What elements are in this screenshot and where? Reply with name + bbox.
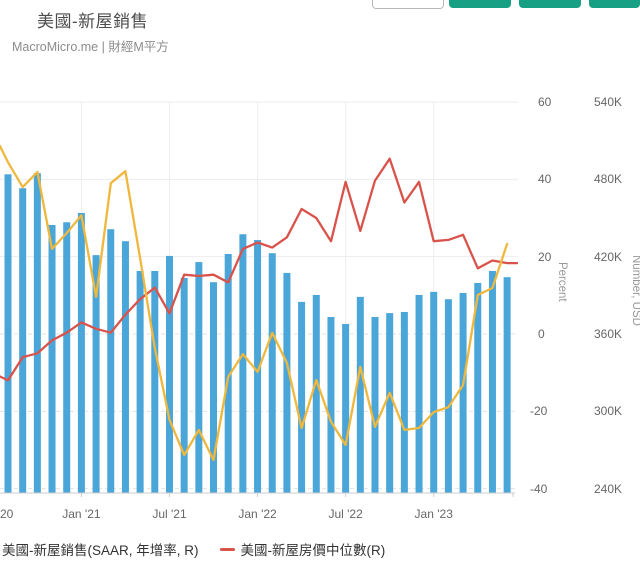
page-title: 美國-新屋銷售	[37, 12, 149, 31]
x-tick-label: Jul '21	[152, 507, 187, 521]
x-tick-label: Jan '22	[238, 507, 277, 521]
sales-bar[interactable]	[327, 316, 335, 493]
sales-bar[interactable]	[4, 174, 12, 494]
yoy-line[interactable]	[0, 144, 509, 462]
sales-bar[interactable]	[400, 311, 408, 493]
source-attribution: MacroMicro.me | 財經M平方	[12, 40, 169, 54]
sales-bar[interactable]	[444, 299, 452, 493]
sales-bar[interactable]	[224, 253, 232, 493]
sales-bar[interactable]	[165, 255, 173, 493]
sales-bar[interactable]	[459, 293, 467, 493]
sales-bar[interactable]	[48, 224, 56, 493]
sales-bar[interactable]	[33, 173, 41, 493]
legend-label-yoy: 美國-新屋銷售(SAAR, 年增率, R)	[2, 543, 199, 558]
x-tick-label: 20	[0, 507, 14, 521]
sales-bar[interactable]	[239, 234, 247, 493]
usd-tick-label: 420K	[594, 250, 623, 264]
sales-bar[interactable]	[195, 262, 203, 493]
sales-bar[interactable]	[371, 316, 379, 493]
legend-item-yoy[interactable]: 美國-新屋銷售(SAAR, 年增率, R)	[2, 539, 199, 559]
x-tick-label: Jan '23	[414, 507, 453, 521]
sales-bar[interactable]	[136, 270, 144, 493]
teal-button-2[interactable]	[519, 0, 581, 8]
chart-plot-area[interactable]	[0, 85, 518, 497]
sales-bar[interactable]	[151, 270, 159, 493]
outline-button[interactable]	[372, 0, 444, 9]
sales-bar[interactable]	[488, 270, 496, 493]
sales-bar[interactable]	[298, 301, 306, 493]
legend-item-median-price[interactable]: 美國-新屋房價中位數(R)	[219, 539, 386, 559]
sales-bar[interactable]	[415, 294, 423, 493]
sales-bar[interactable]	[107, 229, 115, 494]
legend: 美國-新屋銷售(SAAR, 年增率, R) 美國-新屋房價中位數(R)	[2, 539, 385, 559]
sales-bar[interactable]	[342, 323, 350, 493]
percent-tick-label: 40	[538, 172, 552, 186]
legend-label-median-price: 美國-新屋房價中位數(R)	[240, 543, 386, 558]
sales-bar[interactable]	[283, 272, 291, 493]
sales-bar[interactable]	[386, 313, 394, 493]
sales-bar[interactable]	[92, 255, 100, 493]
x-tick-label: Jul '22	[328, 507, 363, 521]
teal-button-1[interactable]	[449, 0, 511, 8]
percent-tick-label: -20	[530, 404, 548, 418]
median-price-line[interactable]	[0, 157, 518, 382]
percent-tick-label: 60	[538, 95, 552, 109]
sales-bar[interactable]	[77, 212, 85, 493]
sales-bar[interactable]	[356, 296, 364, 493]
percent-tick-label: 0	[538, 327, 545, 341]
sales-bar[interactable]	[430, 291, 438, 493]
x-tick-label: Jan '21	[62, 507, 101, 521]
sales-bar[interactable]	[210, 282, 218, 493]
usd-axis-title: Number, USD	[630, 255, 640, 326]
sales-bar[interactable]	[19, 188, 27, 493]
sales-bar[interactable]	[474, 282, 482, 493]
usd-tick-label: 480K	[594, 172, 623, 186]
median-price-line-marker	[219, 547, 235, 551]
sales-bar[interactable]	[121, 241, 129, 493]
usd-tick-label: 360K	[594, 327, 623, 341]
usd-tick-label: 240K	[594, 482, 623, 496]
usd-tick-label: 300K	[594, 404, 623, 418]
percent-tick-label: -40	[530, 482, 548, 496]
sales-bar[interactable]	[312, 294, 320, 493]
sales-bar[interactable]	[180, 277, 188, 493]
sales-bar[interactable]	[268, 253, 276, 493]
sales-bar[interactable]	[254, 240, 262, 493]
sales-bar[interactable]	[63, 222, 71, 493]
percent-tick-label: 20	[538, 250, 552, 264]
sales-bar[interactable]	[503, 277, 511, 493]
usd-tick-label: 540K	[594, 95, 623, 109]
percent-axis-title: Percent	[556, 262, 568, 302]
teal-button-3[interactable]	[589, 0, 640, 8]
